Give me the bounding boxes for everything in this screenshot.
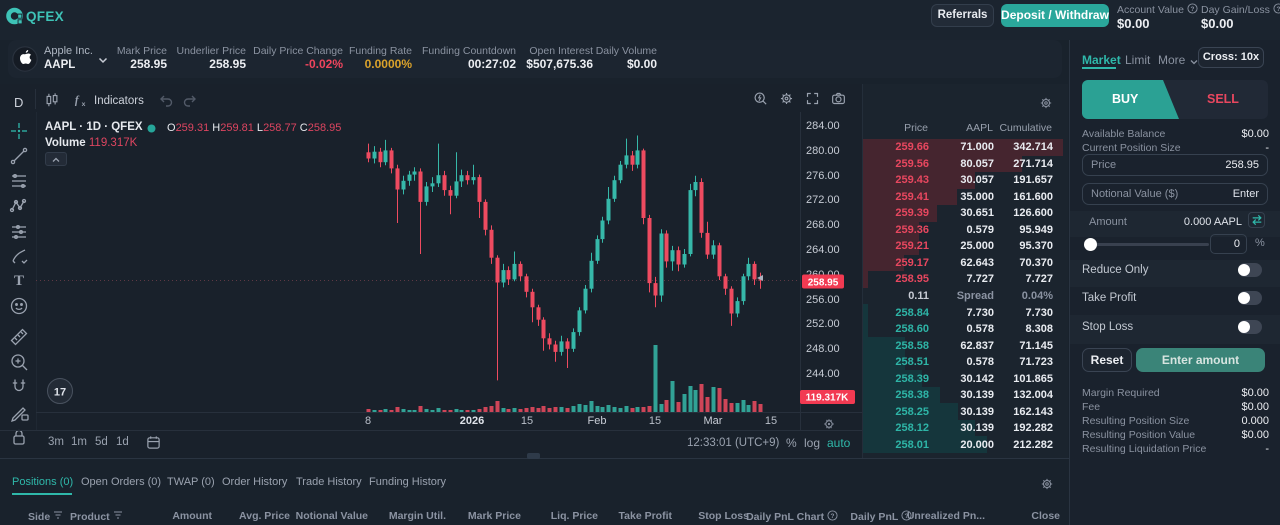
svg-text:15: 15 bbox=[521, 415, 533, 427]
svg-text:2026: 2026 bbox=[460, 415, 484, 427]
svg-text:Feb: Feb bbox=[588, 415, 607, 427]
svg-text:284.00: 284.00 bbox=[806, 120, 840, 132]
svg-text:272.00: 272.00 bbox=[806, 194, 840, 206]
svg-text:Mar: Mar bbox=[704, 415, 723, 427]
svg-text:15: 15 bbox=[649, 415, 661, 427]
svg-text:248.00: 248.00 bbox=[806, 343, 840, 355]
svg-text:276.00: 276.00 bbox=[806, 170, 840, 182]
svg-text:?: ? bbox=[905, 513, 909, 520]
svg-text:f: f bbox=[75, 94, 80, 106]
svg-text:15: 15 bbox=[765, 415, 777, 427]
svg-text:17: 17 bbox=[54, 387, 66, 399]
svg-text:?: ? bbox=[1276, 6, 1280, 13]
svg-text:119.317K: 119.317K bbox=[806, 393, 850, 404]
svg-text:264.00: 264.00 bbox=[806, 244, 840, 256]
svg-text:268.00: 268.00 bbox=[806, 219, 840, 231]
svg-text:252.00: 252.00 bbox=[806, 318, 840, 330]
svg-text:280.00: 280.00 bbox=[806, 145, 840, 157]
svg-text:256.00: 256.00 bbox=[806, 294, 840, 306]
svg-text:?: ? bbox=[831, 513, 835, 520]
svg-text:244.00: 244.00 bbox=[806, 368, 840, 380]
svg-text:8: 8 bbox=[365, 415, 371, 427]
svg-text:258.95: 258.95 bbox=[808, 278, 839, 289]
svg-text:?: ? bbox=[1190, 6, 1194, 13]
svg-text:x: x bbox=[82, 101, 86, 107]
